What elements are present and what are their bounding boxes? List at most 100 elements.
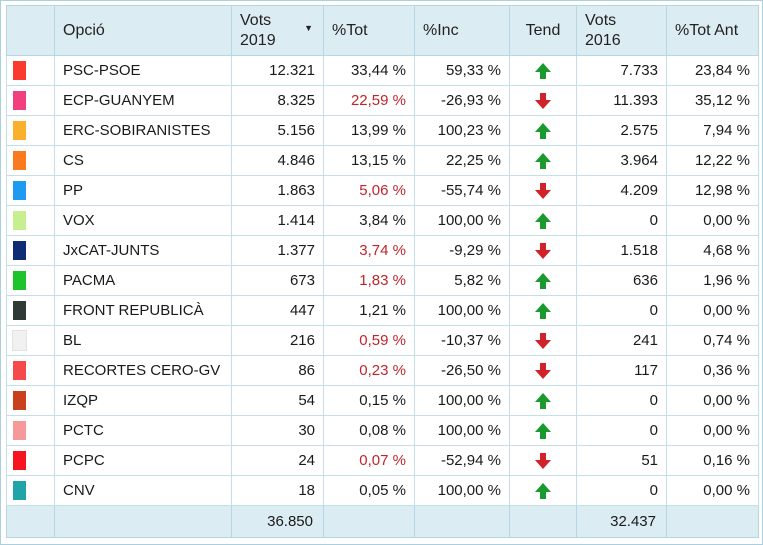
- trend-up-arrow-icon: [534, 482, 552, 500]
- pct-tot: 0,05 %: [323, 475, 415, 506]
- pct-tot: 0,07 %: [323, 445, 415, 476]
- party-color-swatch: [13, 181, 26, 200]
- pct-tot-ant: 12,22 %: [666, 145, 759, 176]
- header-vots-2016[interactable]: Vots 2016: [576, 5, 667, 56]
- vots-2016: 241: [576, 325, 667, 356]
- pct-tot-ant: 0,36 %: [666, 355, 759, 386]
- pct-tot: 1,21 %: [323, 295, 415, 326]
- trend-up-arrow-icon: [534, 422, 552, 440]
- pct-inc: -9,29 %: [414, 235, 510, 266]
- header-pct-inc[interactable]: %Inc: [414, 5, 510, 56]
- pct-tot: 1,83 %: [323, 265, 415, 296]
- pct-tot-ant: 35,12 %: [666, 85, 759, 116]
- pct-tot: 5,06 %: [323, 175, 415, 206]
- pct-tot-ant: 0,00 %: [666, 385, 759, 416]
- vots-2016: 1.518: [576, 235, 667, 266]
- party-color-swatch: [13, 481, 26, 500]
- trend-down-arrow-icon: [534, 92, 552, 110]
- table-row: IZQP 54 0,15 % 100,00 % 0 0,00 %: [6, 385, 759, 416]
- vots-2019: 24: [231, 445, 324, 476]
- vots-2019: 18: [231, 475, 324, 506]
- pct-tot-ant: 0,00 %: [666, 295, 759, 326]
- vots-2019: 1.377: [231, 235, 324, 266]
- vots-2016: 0: [576, 295, 667, 326]
- trend-up-arrow-icon: [534, 62, 552, 80]
- pct-inc: 100,00 %: [414, 385, 510, 416]
- party-name: PCTC: [54, 415, 232, 446]
- vots-2019: 447: [231, 295, 324, 326]
- vots-2016: 0: [576, 475, 667, 506]
- vots-2016: 0: [576, 205, 667, 236]
- party-name: FRONT REPUBLICÀ: [54, 295, 232, 326]
- table-row: CNV 18 0,05 % 100,00 % 0 0,00 %: [6, 475, 759, 506]
- party-name: PSC-PSOE: [54, 55, 232, 86]
- vots-2019: 1.414: [231, 205, 324, 236]
- party-name: PACMA: [54, 265, 232, 296]
- party-color-swatch: [13, 121, 26, 140]
- trend-up-arrow-icon: [534, 302, 552, 320]
- vots-2016: 0: [576, 385, 667, 416]
- party-color-swatch: [13, 271, 26, 290]
- pct-tot-ant: 0,00 %: [666, 205, 759, 236]
- header-opcio[interactable]: Opció: [54, 5, 232, 56]
- sort-desc-icon: ▼: [304, 22, 313, 33]
- party-color-swatch: [13, 361, 26, 380]
- pct-tot-ant: 7,94 %: [666, 115, 759, 146]
- party-color-swatch: [13, 451, 26, 470]
- pct-tot-ant: 12,98 %: [666, 175, 759, 206]
- pct-inc: 59,33 %: [414, 55, 510, 86]
- pct-inc: 22,25 %: [414, 145, 510, 176]
- pct-tot: 3,84 %: [323, 205, 415, 236]
- table-row: ERC-SOBIRANISTES 5.156 13,99 % 100,23 % 2.57…: [6, 115, 759, 146]
- pct-inc: 100,00 %: [414, 475, 510, 506]
- trend-down-arrow-icon: [534, 332, 552, 350]
- party-name: VOX: [54, 205, 232, 236]
- party-name: ERC-SOBIRANISTES: [54, 115, 232, 146]
- header-tend[interactable]: Tend: [509, 5, 577, 56]
- party-color-swatch: [12, 330, 27, 351]
- pct-tot: 22,59 %: [323, 85, 415, 116]
- pct-tot-ant: 0,16 %: [666, 445, 759, 476]
- vots-2016: 4.209: [576, 175, 667, 206]
- vots-2019: 673: [231, 265, 324, 296]
- pct-tot-ant: 4,68 %: [666, 235, 759, 266]
- header-pct-tot-ant[interactable]: %Tot Ant: [666, 5, 759, 56]
- trend-down-arrow-icon: [534, 362, 552, 380]
- pct-tot: 3,74 %: [323, 235, 415, 266]
- header-vots-2019[interactable]: Vots 2019 ▼: [231, 5, 324, 56]
- trend-down-arrow-icon: [534, 452, 552, 470]
- trend-down-arrow-icon: [534, 242, 552, 260]
- vots-2019: 12.321: [231, 55, 324, 86]
- table-row: BL 216 0,59 % -10,37 % 241 0,74 %: [6, 325, 759, 356]
- header-pct-tot[interactable]: %Tot: [323, 5, 415, 56]
- trend-up-arrow-icon: [534, 212, 552, 230]
- vots-2019: 1.863: [231, 175, 324, 206]
- total-vots-2019: 36.850: [231, 505, 324, 538]
- table-row: CS 4.846 13,15 % 22,25 % 3.964 12,22 %: [6, 145, 759, 176]
- pct-inc: -55,74 %: [414, 175, 510, 206]
- table-row: PSC-PSOE 12.321 33,44 % 59,33 % 7.733 23,84 %: [6, 55, 759, 86]
- pct-inc: -26,93 %: [414, 85, 510, 116]
- party-color-swatch: [13, 301, 26, 320]
- vots-2016: 3.964: [576, 145, 667, 176]
- table-row: PCPC 24 0,07 % -52,94 % 51 0,16 %: [6, 445, 759, 476]
- trend-up-arrow-icon: [534, 272, 552, 290]
- header-color: [6, 5, 55, 56]
- vots-2019: 86: [231, 355, 324, 386]
- pct-tot: 0,23 %: [323, 355, 415, 386]
- pct-tot-ant: 23,84 %: [666, 55, 759, 86]
- vots-2016: 7.733: [576, 55, 667, 86]
- table-row: PACMA 673 1,83 % 5,82 % 636 1,96 %: [6, 265, 759, 296]
- pct-tot: 0,08 %: [323, 415, 415, 446]
- party-color-swatch: [13, 391, 26, 410]
- total-vots-2016: 32.437: [576, 505, 667, 538]
- party-name: PP: [54, 175, 232, 206]
- pct-tot: 0,59 %: [323, 325, 415, 356]
- trend-down-arrow-icon: [534, 182, 552, 200]
- party-name: BL: [54, 325, 232, 356]
- vots-2019: 8.325: [231, 85, 324, 116]
- table-row: VOX 1.414 3,84 % 100,00 % 0 0,00 %: [6, 205, 759, 236]
- party-name: RECORTES CERO-GV: [54, 355, 232, 386]
- table-body: PSC-PSOE 12.321 33,44 % 59,33 % 7.733 23,84 %…: [6, 55, 759, 506]
- party-name: CNV: [54, 475, 232, 506]
